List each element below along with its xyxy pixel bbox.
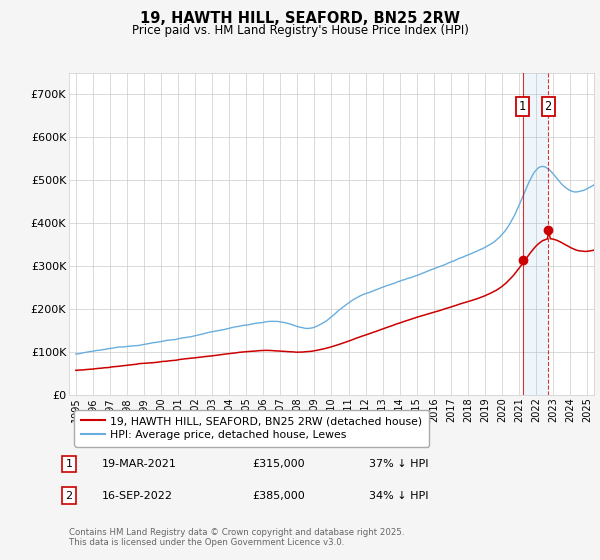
Text: 1: 1	[65, 459, 73, 469]
Text: 34% ↓ HPI: 34% ↓ HPI	[369, 491, 428, 501]
Text: 19, HAWTH HILL, SEAFORD, BN25 2RW: 19, HAWTH HILL, SEAFORD, BN25 2RW	[140, 11, 460, 26]
Text: Contains HM Land Registry data © Crown copyright and database right 2025.
This d: Contains HM Land Registry data © Crown c…	[69, 528, 404, 547]
Text: 16-SEP-2022: 16-SEP-2022	[102, 491, 173, 501]
Text: 37% ↓ HPI: 37% ↓ HPI	[369, 459, 428, 469]
Bar	[523, 73, 548, 395]
Text: 2: 2	[545, 100, 552, 113]
Text: 2: 2	[65, 491, 73, 501]
Text: 19-MAR-2021: 19-MAR-2021	[102, 459, 177, 469]
Legend: 19, HAWTH HILL, SEAFORD, BN25 2RW (detached house), HPI: Average price, detached: 19, HAWTH HILL, SEAFORD, BN25 2RW (detac…	[74, 410, 429, 446]
Text: Price paid vs. HM Land Registry's House Price Index (HPI): Price paid vs. HM Land Registry's House …	[131, 24, 469, 36]
Text: £385,000: £385,000	[252, 491, 305, 501]
Text: £315,000: £315,000	[252, 459, 305, 469]
Text: 1: 1	[519, 100, 526, 113]
